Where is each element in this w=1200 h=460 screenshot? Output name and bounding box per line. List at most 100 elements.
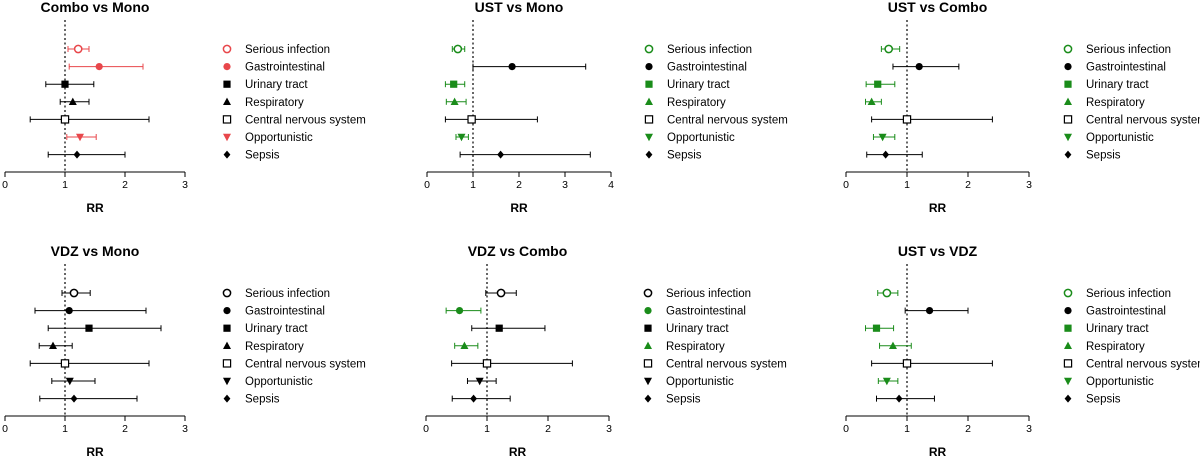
legend-label: Gastrointestinal bbox=[245, 306, 325, 318]
rr-marker bbox=[884, 44, 894, 54]
legend-item-urinary-tract: Urinary tract bbox=[1064, 79, 1149, 91]
legend-item-serious-infection: Serious infection bbox=[643, 288, 751, 300]
point-respiratory bbox=[454, 341, 479, 349]
legend-marker bbox=[1064, 394, 1072, 403]
point-central-nervous-system bbox=[29, 115, 150, 124]
legend-marker bbox=[645, 63, 653, 71]
x-tick-label: 2 bbox=[122, 423, 128, 435]
point-urinary-tract bbox=[444, 80, 466, 88]
point-sepsis bbox=[47, 150, 126, 159]
rr-marker bbox=[925, 307, 934, 315]
legend-item-serious-infection: Serious infection bbox=[1063, 288, 1171, 300]
point-gastrointestinal bbox=[34, 307, 147, 315]
legend-label: Opportunistic bbox=[1086, 132, 1154, 144]
x-tick-label: 3 bbox=[182, 423, 188, 435]
rr-marker bbox=[85, 324, 93, 332]
rr-marker bbox=[470, 394, 477, 403]
x-axis-label: RR bbox=[929, 201, 947, 215]
point-opportunistic bbox=[51, 377, 96, 386]
legend-marker bbox=[223, 80, 231, 88]
point-opportunistic bbox=[877, 377, 899, 386]
legend-label: Urinary tract bbox=[666, 323, 729, 335]
legend-marker bbox=[223, 324, 231, 332]
legend-marker bbox=[1064, 150, 1072, 159]
legend-item-urinary-tract: Urinary tract bbox=[223, 323, 308, 335]
point-gastrointestinal bbox=[904, 307, 969, 315]
x-tick-label: 2 bbox=[545, 423, 551, 435]
legend-label: Respiratory bbox=[1086, 97, 1145, 109]
rr-marker bbox=[495, 324, 503, 332]
rr-marker bbox=[450, 97, 459, 105]
legend-label: Serious infection bbox=[245, 44, 330, 56]
legend-label: Gastrointestinal bbox=[667, 62, 747, 74]
point-gastrointestinal bbox=[68, 63, 144, 71]
panel-title: UST vs Mono bbox=[475, 0, 564, 15]
legend-marker bbox=[1064, 97, 1072, 105]
legend-marker bbox=[644, 324, 652, 332]
legend-marker bbox=[1064, 341, 1072, 349]
point-central-nervous-system bbox=[451, 359, 573, 368]
forest-panel-vdz-vs-combo: VDZ vs Combo 0 1 2 3 RR Serious infection Gastr… bbox=[423, 243, 787, 459]
legend-marker bbox=[643, 288, 653, 298]
panel-title: VDZ vs Mono bbox=[51, 243, 140, 259]
legend-item-central-nervous-system: Central nervous system bbox=[643, 358, 787, 370]
legend-item-central-nervous-system: Central nervous system bbox=[644, 114, 788, 126]
legend-marker bbox=[645, 133, 653, 142]
legend-item-serious-infection: Serious infection bbox=[1063, 44, 1171, 56]
legend-marker bbox=[644, 44, 654, 54]
legend-marker bbox=[223, 377, 231, 386]
point-gastrointestinal bbox=[472, 63, 587, 71]
legend-item-gastrointestinal: Gastrointestinal bbox=[1064, 62, 1166, 74]
legend-marker bbox=[644, 307, 652, 315]
point-gastrointestinal bbox=[445, 307, 482, 315]
legend-item-serious-infection: Serious infection bbox=[644, 44, 752, 56]
legend-marker bbox=[223, 307, 231, 315]
point-central-nervous-system bbox=[29, 359, 150, 368]
legend-item-central-nervous-system: Central nervous system bbox=[222, 114, 366, 126]
legend-label: Respiratory bbox=[1086, 341, 1145, 353]
x-tick-label: 1 bbox=[904, 179, 910, 191]
rr-marker bbox=[73, 150, 81, 159]
legend-label: Urinary tract bbox=[667, 79, 730, 91]
legend-marker bbox=[223, 63, 231, 71]
legend-marker bbox=[1064, 324, 1072, 332]
x-tick-label: 0 bbox=[843, 423, 849, 435]
legend-label: Sepsis bbox=[666, 394, 701, 406]
point-sepsis bbox=[451, 394, 511, 403]
legend-label: Respiratory bbox=[245, 341, 304, 353]
legend-item-serious-infection: Serious infection bbox=[222, 44, 330, 56]
legend-label: Urinary tract bbox=[245, 323, 308, 335]
legend-marker bbox=[1064, 133, 1072, 142]
rr-marker bbox=[69, 288, 79, 298]
point-central-nervous-system bbox=[871, 359, 993, 368]
legend-marker bbox=[223, 394, 231, 403]
legend-item-urinary-tract: Urinary tract bbox=[645, 79, 730, 91]
legend-marker bbox=[222, 44, 232, 54]
legend-marker bbox=[645, 150, 653, 159]
x-tick-label: 0 bbox=[843, 179, 849, 191]
x-tick-label: 1 bbox=[904, 423, 910, 435]
legend-label: Gastrointestinal bbox=[666, 306, 746, 318]
panel-title: Combo vs Mono bbox=[41, 0, 150, 15]
point-central-nervous-system bbox=[871, 115, 993, 124]
legend-item-urinary-tract: Urinary tract bbox=[1064, 323, 1149, 335]
legend-item-sepsis: Sepsis bbox=[223, 394, 280, 406]
legend-item-respiratory: Respiratory bbox=[645, 97, 726, 109]
x-tick-label: 0 bbox=[423, 423, 429, 435]
point-opportunistic bbox=[66, 133, 97, 142]
x-tick-label: 4 bbox=[608, 179, 614, 191]
rr-marker bbox=[450, 80, 458, 88]
forest-panel-ust-vs-vdz: UST vs VDZ 0 1 2 3 RR Serious infection Gastroi… bbox=[843, 243, 1200, 459]
legend-marker bbox=[223, 150, 231, 159]
point-urinary-tract bbox=[47, 324, 162, 332]
x-axis-label: RR bbox=[929, 445, 947, 459]
x-tick-label: 3 bbox=[606, 423, 612, 435]
legend-item-respiratory: Respiratory bbox=[1064, 341, 1145, 353]
rr-marker bbox=[95, 63, 103, 71]
rr-marker bbox=[467, 115, 476, 124]
legend-marker bbox=[223, 341, 231, 349]
legend-marker bbox=[644, 377, 652, 386]
rr-marker bbox=[61, 80, 69, 88]
x-axis-label: RR bbox=[86, 445, 104, 459]
rr-marker bbox=[73, 44, 83, 54]
